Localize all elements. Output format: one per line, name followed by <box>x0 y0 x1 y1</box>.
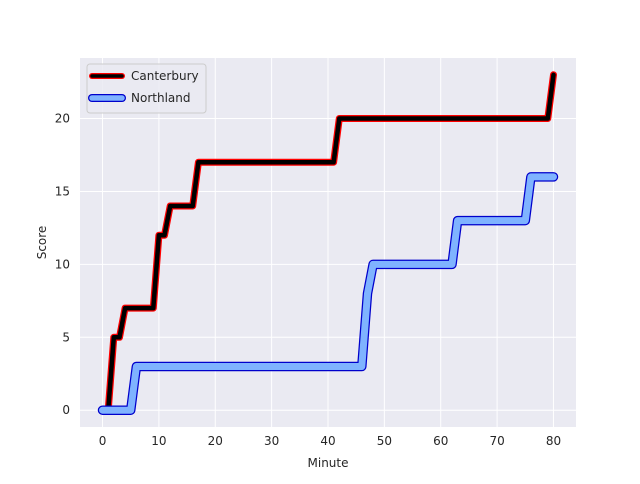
y-tick-label: 15 <box>55 184 70 198</box>
x-tick-label: 20 <box>208 434 223 448</box>
x-tick-label: 40 <box>320 434 335 448</box>
x-tick-label: 80 <box>546 434 561 448</box>
x-tick-label: 30 <box>264 434 279 448</box>
x-axis-label: Minute <box>308 456 349 470</box>
legend-label-northland: Northland <box>131 91 190 105</box>
series-line-northland <box>99 173 557 414</box>
legend: Canterbury Northland <box>86 63 207 114</box>
series-layer <box>97 71 559 415</box>
y-axis-label: Score <box>35 226 49 260</box>
y-tick-label: 5 <box>62 330 70 344</box>
x-tick-label: 50 <box>377 434 392 448</box>
series-line-canterbury <box>105 72 556 413</box>
y-tick-label: 20 <box>55 112 70 126</box>
y-tick-label: 0 <box>62 403 70 417</box>
x-tick-label: 70 <box>489 434 504 448</box>
y-tick-label: 10 <box>55 257 70 271</box>
x-tick-label: 60 <box>433 434 448 448</box>
tick-layer: 0 10 20 30 40 50 60 70 80 0 5 10 15 20 <box>55 112 561 448</box>
legend-label-canterbury: Canterbury <box>131 69 199 83</box>
x-tick-label: 0 <box>99 434 107 448</box>
x-tick-label: 10 <box>151 434 166 448</box>
